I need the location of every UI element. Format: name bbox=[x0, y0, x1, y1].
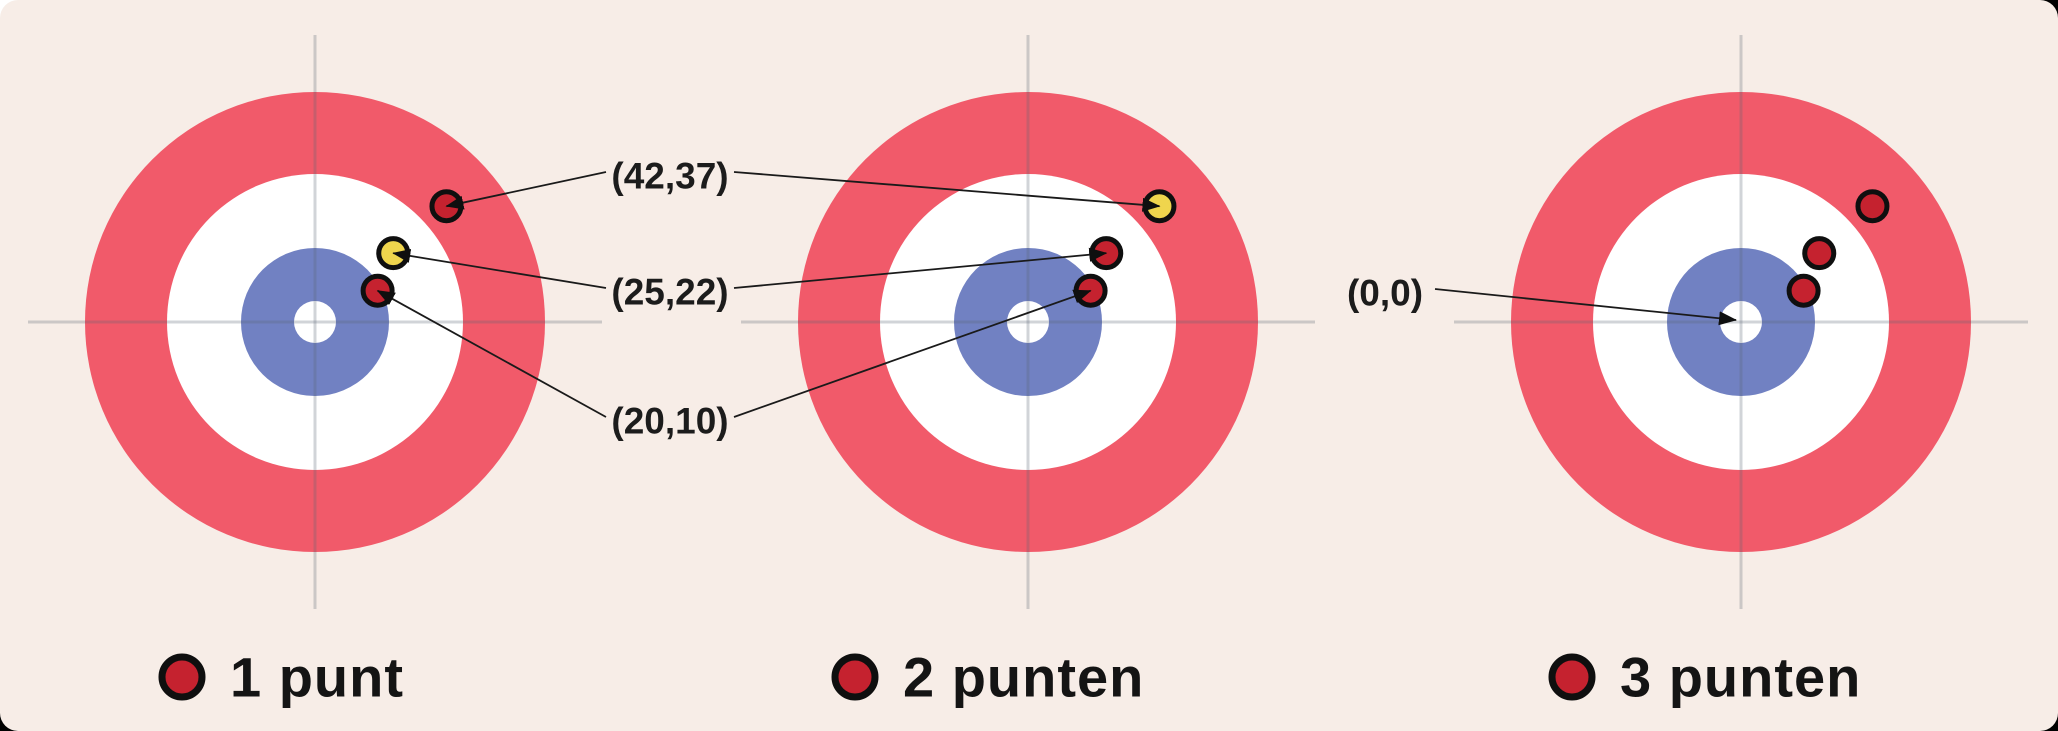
legend-item-3: 3 punten bbox=[1548, 646, 1861, 709]
house-1-ring-3 bbox=[294, 301, 336, 343]
legend-stone-icon bbox=[831, 653, 879, 701]
legend-stone-icon bbox=[1548, 653, 1596, 701]
legend-label: 1 punt bbox=[230, 646, 404, 709]
legend-label: 2 punten bbox=[903, 646, 1144, 709]
house-3-stone-(20,10)-red bbox=[1786, 273, 1821, 308]
callout-line-(42,37)-to-house-1 bbox=[445, 171, 607, 210]
coordinate-label: (20,10) bbox=[611, 401, 728, 442]
callout-line-(25,22)-to-house-1 bbox=[392, 248, 607, 289]
house-2-ring-3 bbox=[1007, 301, 1049, 343]
house-1 bbox=[28, 35, 602, 609]
callout-line-(0,0)-to-house-3 bbox=[1434, 288, 1737, 326]
callout-line-(25,22)-to-house-2 bbox=[733, 247, 1108, 289]
legend-stone-icon bbox=[158, 653, 206, 701]
house-3-stone-(25,22)-red bbox=[1802, 236, 1837, 271]
legend-item-1: 1 punt bbox=[158, 646, 404, 709]
coordinate-label: (0,0) bbox=[1347, 273, 1423, 314]
legend-item-2: 2 punten bbox=[831, 646, 1144, 709]
coordinate-label: (25,22) bbox=[611, 272, 728, 313]
callout-line-(20,10)-to-house-1 bbox=[376, 289, 607, 418]
legend-label: 3 punten bbox=[1620, 646, 1861, 709]
coordinate-label: (42,37) bbox=[611, 156, 728, 197]
house-3-stone-(42,37)-red bbox=[1855, 189, 1890, 224]
house-3 bbox=[1454, 35, 2028, 609]
callout-line-(20,10)-to-house-2 bbox=[733, 289, 1092, 418]
callout-line-(42,37)-to-house-2 bbox=[733, 171, 1161, 212]
